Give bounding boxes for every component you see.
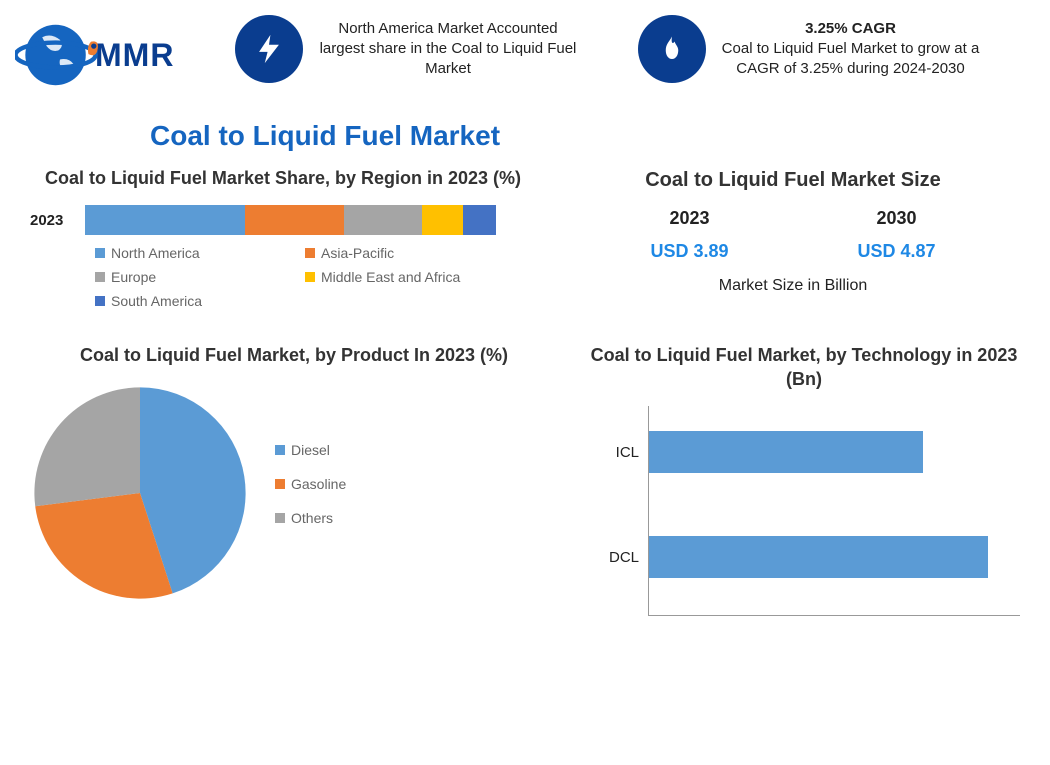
swatch-icon — [275, 513, 285, 523]
legend-label: Middle East and Africa — [321, 269, 460, 285]
legend-item: Europe — [95, 269, 275, 285]
legend-item: Gasoline — [275, 476, 346, 492]
legend-label: Gasoline — [291, 476, 346, 492]
globe-icon — [15, 15, 105, 95]
market-size-block: Coal to Liquid Fuel Market Size 2023 203… — [566, 167, 1020, 334]
year-label: 2023 — [30, 212, 85, 229]
logo-text: MMR — [95, 37, 174, 74]
tech-chart: Coal to Liquid Fuel Market, by Technolog… — [588, 344, 1020, 616]
swatch-icon — [95, 248, 105, 258]
product-chart-title: Coal to Liquid Fuel Market, by Product I… — [30, 344, 558, 367]
legend-label: Diesel — [291, 442, 330, 458]
stacked-bar-track — [85, 205, 496, 235]
legend-label: North America — [111, 245, 200, 261]
hbar-label: ICL — [589, 444, 639, 461]
region-segment — [463, 205, 496, 235]
cagr-text: Coal to Liquid Fuel Market to grow at a … — [721, 39, 981, 80]
hbar — [649, 431, 923, 473]
size-val-1: USD 4.87 — [857, 241, 935, 262]
cagr-title: 3.25% CAGR — [721, 19, 981, 39]
legend-label: Others — [291, 510, 333, 526]
hbar-track — [649, 431, 1020, 473]
stacked-bar: 2023 — [30, 205, 536, 235]
size-caption: Market Size in Billion — [586, 277, 1000, 295]
size-year-0: 2023 — [669, 208, 709, 229]
header-block-2: 3.25% CAGR Coal to Liquid Fuel Market to… — [638, 15, 1021, 83]
region-segment — [422, 205, 463, 235]
hbar-axis: ICLDCL — [648, 406, 1020, 616]
lightning-icon — [235, 15, 303, 83]
legend-label: Europe — [111, 269, 156, 285]
legend-label: Asia-Pacific — [321, 245, 394, 261]
header-block-2-text: 3.25% CAGR Coal to Liquid Fuel Market to… — [721, 19, 981, 80]
legend-label: South America — [111, 293, 202, 309]
header: MMR North America Market Accounted large… — [0, 0, 1050, 95]
legend-item: Asia-Pacific — [305, 245, 485, 261]
flame-icon — [638, 15, 706, 83]
product-chart: Coal to Liquid Fuel Market, by Product I… — [30, 344, 558, 616]
size-val-0: USD 3.89 — [650, 241, 728, 262]
tech-chart-title: Coal to Liquid Fuel Market, by Technolog… — [588, 344, 1020, 391]
region-legend: North America Asia-Pacific Europe Middle Ea… — [30, 245, 536, 309]
size-values: USD 3.89 USD 4.87 — [586, 241, 1000, 262]
legend-item: Middle East and Africa — [305, 269, 485, 285]
size-years: 2023 2030 — [586, 208, 1000, 229]
pie-slice — [34, 387, 140, 506]
main-title: Coal to Liquid Fuel Market — [150, 120, 1050, 152]
hbar-row: ICL — [589, 431, 1020, 473]
region-segment — [245, 205, 344, 235]
region-segment — [344, 205, 422, 235]
legend-item: Diesel — [275, 442, 346, 458]
header-block-1-text: North America Market Accounted largest s… — [318, 19, 578, 80]
region-chart-title: Coal to Liquid Fuel Market Share, by Reg… — [30, 167, 536, 190]
header-block-1: North America Market Accounted largest s… — [235, 15, 618, 83]
swatch-icon — [95, 272, 105, 282]
hbar-track — [649, 536, 1020, 578]
hbar-row: DCL — [589, 536, 1020, 578]
region-chart: Coal to Liquid Fuel Market Share, by Reg… — [30, 167, 536, 334]
swatch-icon — [305, 272, 315, 282]
swatch-icon — [275, 479, 285, 489]
hbar — [649, 536, 988, 578]
legend-item: Others — [275, 510, 346, 526]
legend-item: North America — [95, 245, 275, 261]
pie-area: Diesel Gasoline Others — [30, 383, 558, 603]
size-year-1: 2030 — [876, 208, 916, 229]
swatch-icon — [305, 248, 315, 258]
pie-chart-svg — [30, 383, 250, 603]
size-title: Coal to Liquid Fuel Market Size — [586, 167, 1000, 193]
swatch-icon — [275, 445, 285, 455]
content-row-1: Coal to Liquid Fuel Market Share, by Reg… — [0, 167, 1050, 334]
region-segment — [85, 205, 245, 235]
swatch-icon — [95, 296, 105, 306]
content-row-2: Coal to Liquid Fuel Market, by Product I… — [0, 344, 1050, 616]
legend-item: South America — [95, 293, 275, 309]
hbar-label: DCL — [589, 549, 639, 566]
pie-legend: Diesel Gasoline Others — [275, 442, 346, 544]
logo: MMR — [15, 15, 215, 95]
